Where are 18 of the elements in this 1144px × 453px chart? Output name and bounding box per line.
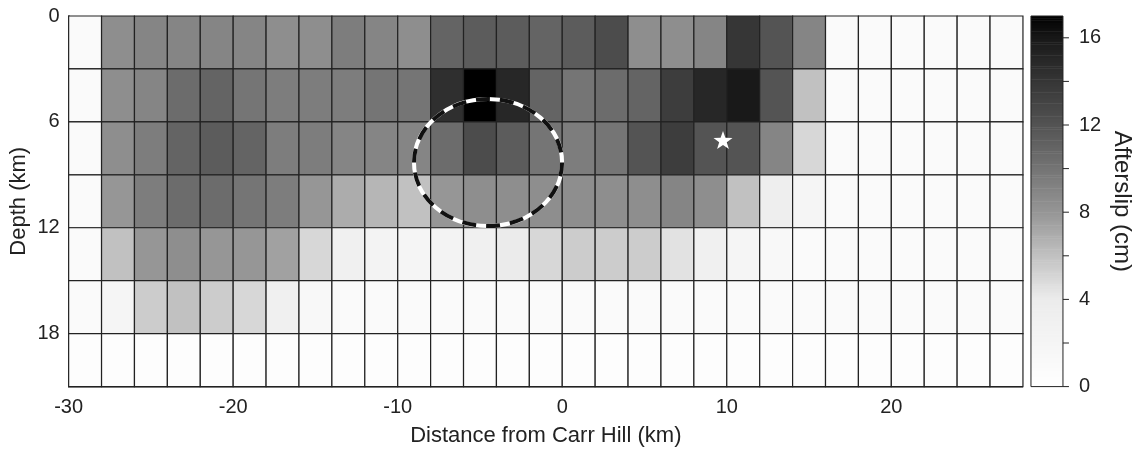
x-tick-label: -30: [54, 395, 84, 418]
x-axis-title: Distance from Carr Hill (km): [410, 421, 682, 447]
y-axis-title: Depth (km): [5, 146, 31, 256]
x-tick-label: 20: [880, 395, 903, 418]
x-tick-label: -10: [383, 395, 413, 418]
color-bar-label: 16: [1078, 25, 1102, 48]
x-tick-label: 10: [715, 395, 738, 418]
color-bar-title: Afterslip (cm): [1109, 130, 1137, 272]
x-tick-label: 0: [556, 395, 568, 418]
y-tick-label: 18: [37, 321, 60, 344]
y-tick-label: 6: [48, 109, 60, 132]
color-bar-label: 4: [1078, 286, 1091, 309]
y-tick-label: 0: [48, 3, 60, 26]
y-tick-label: 12: [37, 215, 60, 238]
color-bar-label: 0: [1078, 374, 1091, 397]
color-bar-label: 8: [1078, 199, 1091, 222]
x-tick-label: -20: [218, 395, 248, 418]
color-bar-label: 12: [1078, 112, 1102, 135]
